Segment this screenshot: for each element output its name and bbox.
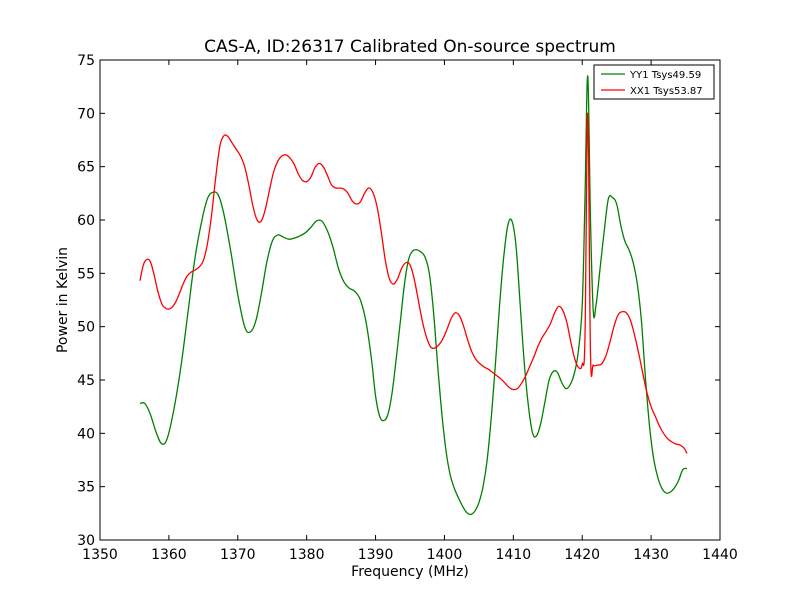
legend-box (593, 64, 715, 100)
plot-frame (99, 59, 721, 541)
x-tick-label: 1430 (633, 547, 669, 563)
y-tick-label: 55 (77, 266, 95, 282)
y-tick-label: 45 (77, 373, 95, 389)
y-tick-label: 60 (77, 213, 95, 229)
series-line-yy1 (139, 75, 688, 516)
y-tick-label: 65 (77, 160, 95, 176)
x-tick-label: 1380 (289, 547, 325, 563)
y-tick-label: 35 (77, 480, 95, 496)
x-tick-label: 1390 (358, 547, 394, 563)
y-tick-label: 70 (77, 106, 95, 122)
x-tick-label: 1360 (151, 547, 187, 563)
x-axis-label: Frequency (MHz) (351, 564, 469, 580)
legend-label-xx1: XX1 Tsys53.87 (630, 86, 703, 97)
legend-label-yy1: YY1 Tsys49.59 (629, 70, 701, 81)
y-tick-label: 50 (77, 320, 95, 336)
series-line-xx1 (139, 112, 688, 454)
y-tick-label: 30 (77, 533, 95, 549)
x-tick-label: 1400 (427, 547, 463, 563)
legend: YY1 Tsys49.59 XX1 Tsys53.87 (593, 64, 715, 100)
y-tick-label: 75 (77, 53, 95, 69)
y-axis-label: Power in Kelvin (55, 247, 71, 353)
x-tick-label: 1420 (564, 547, 600, 563)
x-tick-label: 1440 (702, 547, 738, 563)
y-tick-label: 40 (77, 426, 95, 442)
x-tick-label: 1370 (220, 547, 256, 563)
x-tick-label: 1350 (82, 547, 118, 563)
x-tick-label: 1410 (496, 547, 532, 563)
chart-title: CAS-A, ID:26317 Calibrated On-source spe… (204, 37, 616, 57)
